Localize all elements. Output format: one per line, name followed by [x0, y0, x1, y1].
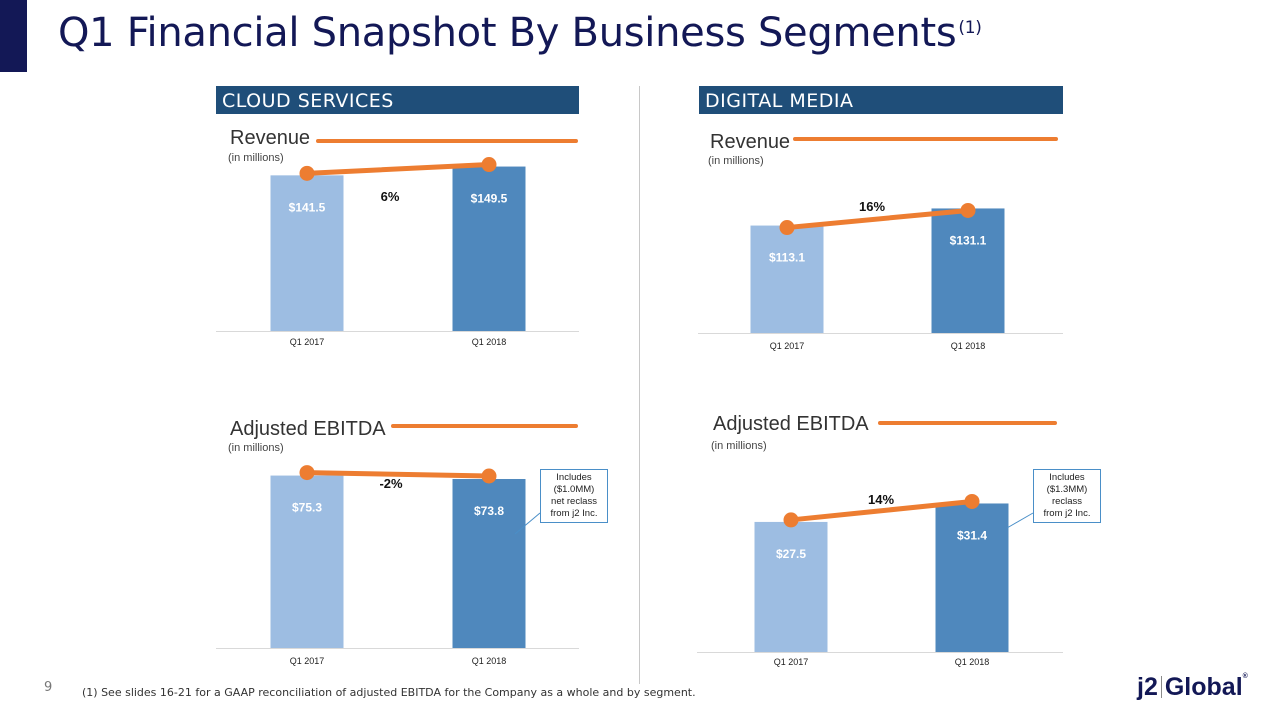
- callout-line: from j2 Inc.: [1043, 508, 1091, 519]
- callout-line: from j2 Inc.: [550, 508, 598, 519]
- category-label: Q1 2018: [955, 657, 990, 667]
- growth-point: [299, 165, 315, 181]
- callout-line: ($1.0MM): [553, 484, 595, 495]
- growth-line: [304, 470, 492, 479]
- segment-divider: [639, 86, 640, 684]
- bar: [452, 478, 526, 648]
- category-label: Q1 2017: [290, 656, 325, 666]
- title-rule-digital-ebitda: [878, 421, 1057, 425]
- bar-value-label: $113.1: [769, 251, 805, 265]
- segment-header-digital: DIGITAL MEDIA: [699, 86, 1063, 114]
- chart-subtitle-digital-revenue: (in millions): [708, 155, 764, 167]
- chart-subtitle-cloud-ebitda: (in millions): [228, 442, 284, 454]
- bar: [452, 166, 526, 331]
- growth-point: [783, 512, 799, 528]
- bar: [754, 521, 828, 652]
- growth-point: [964, 493, 980, 509]
- growth-point: [960, 202, 976, 218]
- title-accent-bar: [0, 0, 27, 72]
- growth-point: [299, 465, 315, 481]
- bar-value-label: $31.4: [957, 528, 987, 542]
- callout-pointer: [514, 512, 541, 535]
- callout-line: net reclass: [551, 496, 597, 507]
- bar: [935, 503, 1009, 652]
- growth-label: 6%: [381, 189, 400, 204]
- bar: [931, 208, 1005, 333]
- callout-line: reclass: [1051, 496, 1083, 507]
- category-label: Q1 2017: [290, 337, 325, 347]
- category-label: Q1 2017: [774, 657, 809, 667]
- page-title: Q1 Financial Snapshot By Business Segmen…: [58, 10, 982, 56]
- chart-title-cloud-revenue: Revenue: [230, 127, 311, 149]
- title-footnote-ref: (1): [958, 18, 982, 38]
- bar-value-label: $131.1: [950, 233, 987, 247]
- callout-line: ($1.3MM): [1046, 484, 1088, 495]
- growth-label: 16%: [859, 199, 885, 214]
- bar: [270, 475, 344, 648]
- growth-point: [481, 157, 497, 173]
- chart-subtitle-cloud-revenue: (in millions): [228, 152, 284, 164]
- category-label: Q1 2017: [770, 341, 805, 351]
- bar-value-label: $75.3: [292, 501, 322, 515]
- bar-value-label: $73.8: [474, 504, 504, 518]
- callout-pointer: [1006, 512, 1034, 529]
- bar-value-label: $27.5: [776, 547, 806, 561]
- title-rule-cloud-revenue: [316, 139, 578, 143]
- segment-header-cloud: CLOUD SERVICES: [216, 86, 579, 114]
- category-label: Q1 2018: [472, 337, 507, 347]
- bar: [750, 225, 824, 333]
- callout-digital-ebitda: Includes ($1.3MM) reclass from j2 Inc.: [1033, 469, 1101, 523]
- bar-value-label: $149.5: [471, 192, 508, 206]
- callout-line: Includes: [556, 472, 592, 483]
- growth-point: [481, 468, 497, 484]
- bar: [270, 175, 344, 331]
- category-label: Q1 2018: [951, 341, 986, 351]
- chart-title-digital-revenue: Revenue: [710, 131, 791, 153]
- chart-title-digital-ebitda: Adjusted EBITDA: [713, 413, 869, 435]
- category-label: Q1 2018: [472, 656, 507, 666]
- growth-line: [788, 498, 975, 523]
- chart-title-cloud-ebitda: Adjusted EBITDA: [230, 418, 386, 440]
- title-rule-cloud-ebitda: [391, 424, 578, 428]
- growth-label: -2%: [379, 476, 403, 491]
- growth-line: [304, 162, 492, 176]
- title-rule-digital-revenue: [793, 137, 1058, 141]
- j2-global-logo: j2 Global®: [1137, 673, 1248, 701]
- growth-line: [784, 207, 971, 231]
- chart-subtitle-digital-ebitda: (in millions): [711, 440, 767, 452]
- callout-cloud-ebitda: Includes ($1.0MM) net reclass from j2 In…: [540, 469, 608, 523]
- page-number: 9: [44, 680, 53, 695]
- callout-line: Includes: [1049, 472, 1085, 483]
- bar-value-label: $141.5: [289, 200, 326, 214]
- growth-label: 14%: [868, 492, 894, 507]
- footnote: (1) See slides 16-21 for a GAAP reconcil…: [82, 686, 696, 699]
- growth-point: [779, 220, 795, 236]
